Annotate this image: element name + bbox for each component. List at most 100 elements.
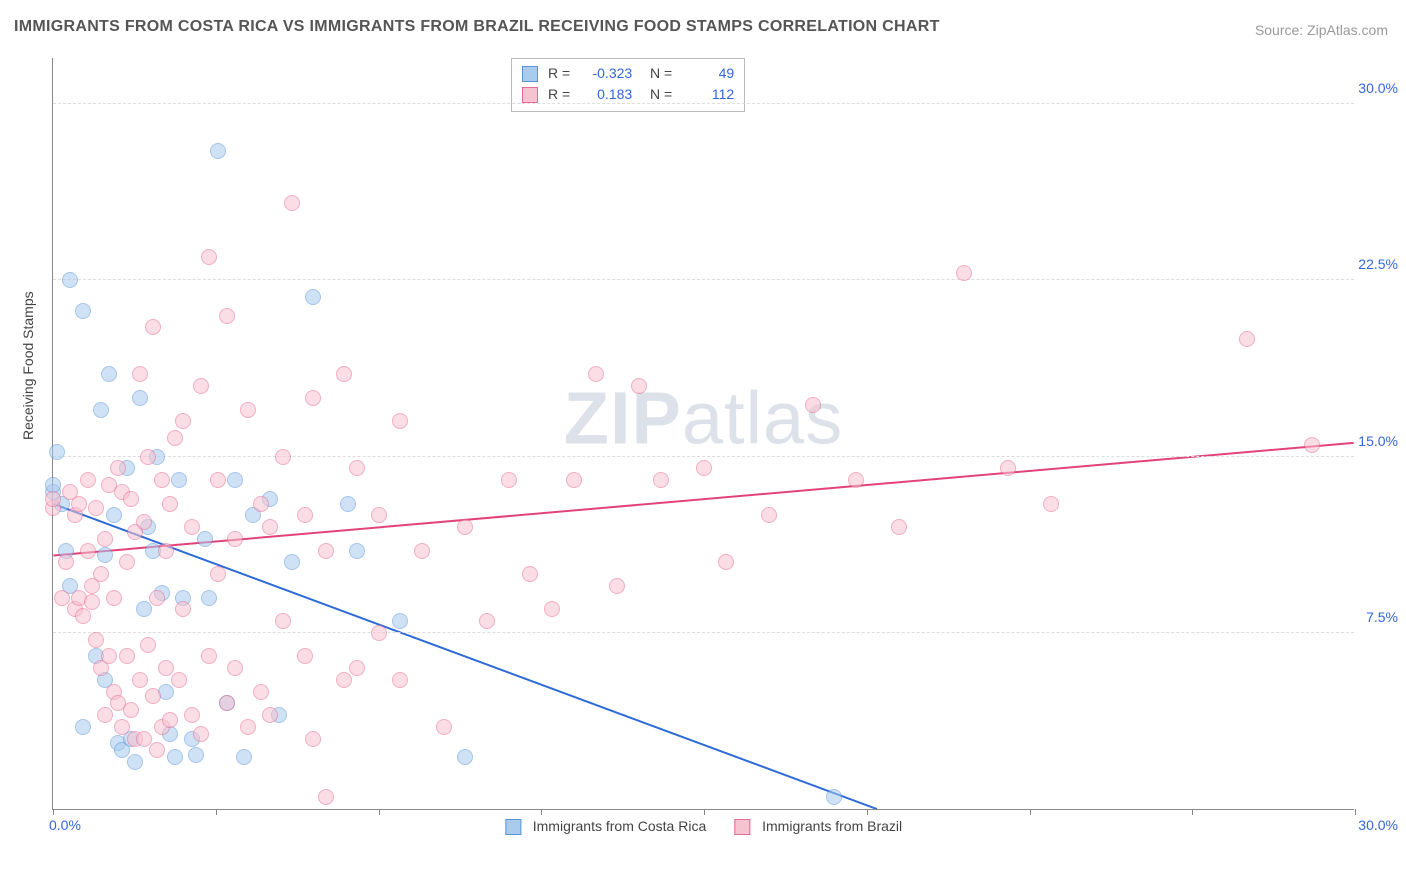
data-point xyxy=(349,660,365,676)
data-point xyxy=(305,289,321,305)
x-min-label: 0.0% xyxy=(49,817,81,833)
data-point xyxy=(210,566,226,582)
source-label: Source: ZipAtlas.com xyxy=(1255,22,1388,38)
swatch-costa-rica xyxy=(522,66,538,82)
gridline xyxy=(53,103,1354,104)
gridline xyxy=(53,279,1354,280)
data-point xyxy=(140,449,156,465)
data-point xyxy=(349,460,365,476)
data-point xyxy=(101,648,117,664)
data-point xyxy=(132,672,148,688)
data-point xyxy=(718,554,734,570)
n-label: N = xyxy=(642,63,672,84)
data-point xyxy=(62,272,78,288)
data-point xyxy=(162,496,178,512)
data-point xyxy=(201,648,217,664)
data-point xyxy=(201,590,217,606)
data-point xyxy=(110,460,126,476)
data-point xyxy=(201,249,217,265)
watermark-bold: ZIP xyxy=(564,377,682,460)
data-point xyxy=(371,625,387,641)
data-point xyxy=(210,143,226,159)
data-point xyxy=(184,519,200,535)
data-point xyxy=(132,390,148,406)
data-point xyxy=(149,590,165,606)
data-point xyxy=(544,601,560,617)
data-point xyxy=(167,749,183,765)
data-point xyxy=(761,507,777,523)
x-tick xyxy=(704,809,705,815)
watermark-light: atlas xyxy=(682,377,843,460)
x-tick xyxy=(53,809,54,815)
r-label: R = xyxy=(548,84,570,105)
n-value-brazil: 112 xyxy=(682,84,734,105)
x-tick xyxy=(216,809,217,815)
data-point xyxy=(71,496,87,512)
data-point xyxy=(457,519,473,535)
data-point xyxy=(457,749,473,765)
data-point xyxy=(88,500,104,516)
data-point xyxy=(93,402,109,418)
data-point xyxy=(392,413,408,429)
legend-row-costa-rica: R = -0.323 N = 49 xyxy=(522,63,734,84)
data-point xyxy=(158,543,174,559)
data-point xyxy=(240,402,256,418)
gridline xyxy=(53,632,1354,633)
data-point xyxy=(45,491,61,507)
data-point xyxy=(106,590,122,606)
data-point xyxy=(305,390,321,406)
n-value-costa-rica: 49 xyxy=(682,63,734,84)
legend-item-costa-rica: Immigrants from Costa Rica xyxy=(505,818,706,835)
data-point xyxy=(93,566,109,582)
data-point xyxy=(145,319,161,335)
data-point xyxy=(275,613,291,629)
legend-label-costa-rica: Immigrants from Costa Rica xyxy=(533,818,706,834)
data-point xyxy=(140,637,156,653)
data-point xyxy=(88,632,104,648)
data-point xyxy=(479,613,495,629)
data-point xyxy=(123,702,139,718)
data-point xyxy=(336,672,352,688)
data-point xyxy=(588,366,604,382)
data-point xyxy=(848,472,864,488)
data-point xyxy=(566,472,582,488)
data-point xyxy=(1000,460,1016,476)
data-point xyxy=(891,519,907,535)
swatch-brazil-icon xyxy=(734,819,750,835)
data-point xyxy=(49,444,65,460)
data-point xyxy=(136,514,152,530)
y-tick-label: 15.0% xyxy=(1358,433,1398,449)
data-point xyxy=(154,472,170,488)
data-point xyxy=(262,519,278,535)
data-point xyxy=(145,688,161,704)
data-point xyxy=(136,601,152,617)
data-point xyxy=(318,543,334,559)
y-tick-label: 22.5% xyxy=(1358,256,1398,272)
x-tick xyxy=(867,809,868,815)
data-point xyxy=(58,554,74,570)
data-point xyxy=(149,742,165,758)
data-point xyxy=(653,472,669,488)
data-point xyxy=(210,472,226,488)
legend-row-brazil: R = 0.183 N = 112 xyxy=(522,84,734,105)
data-point xyxy=(1304,437,1320,453)
data-point xyxy=(75,608,91,624)
data-point xyxy=(956,265,972,281)
r-value-costa-rica: -0.323 xyxy=(580,63,632,84)
data-point xyxy=(119,554,135,570)
series-legend: Immigrants from Costa Rica Immigrants fr… xyxy=(505,818,902,835)
data-point xyxy=(193,726,209,742)
data-point xyxy=(219,695,235,711)
data-point xyxy=(136,731,152,747)
data-point xyxy=(696,460,712,476)
data-point xyxy=(340,496,356,512)
data-point xyxy=(80,472,96,488)
data-point xyxy=(119,648,135,664)
data-point xyxy=(392,613,408,629)
data-point xyxy=(188,747,204,763)
data-point xyxy=(414,543,430,559)
r-value-brazil: 0.183 xyxy=(580,84,632,105)
data-point xyxy=(392,672,408,688)
data-point xyxy=(1239,331,1255,347)
data-point xyxy=(171,472,187,488)
